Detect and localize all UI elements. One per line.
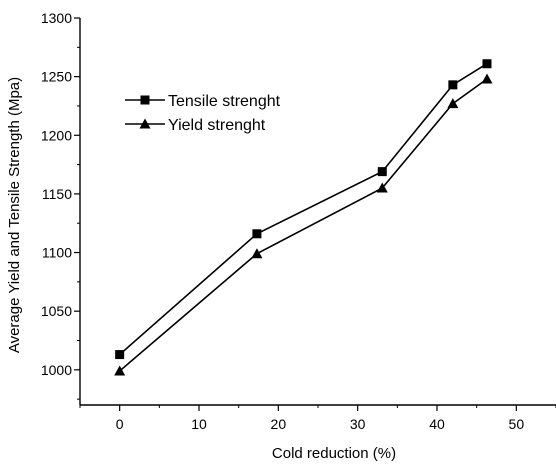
legend: Tensile strenght Yield strenght [125,93,281,134]
legend-entry-yield: Yield strenght [125,117,266,134]
data-point-triangle [447,98,459,109]
y-tick-label: 1100 [42,245,72,261]
y-tick-label: 1050 [41,303,72,319]
legend-entry-tensile: Tensile strenght [125,93,281,110]
x-ticks: 0 10 20 30 40 50 [79,405,556,432]
y-tick-label: 1300 [41,10,72,26]
legend-label-tensile: Tensile strenght [168,93,281,110]
data-point-triangle [114,365,126,376]
data-point-square [115,350,125,360]
data-point-square [377,167,387,177]
data-point-triangle [376,182,388,193]
x-tick-label: 50 [509,416,525,432]
x-axis-title: Cold reduction (%) [272,445,396,462]
y-ticks: 1000 1050 1100 1150 1200 1250 1300 [41,10,80,400]
legend-marker-triangle [139,118,151,129]
data-point-triangle [481,73,493,84]
axes: 1000 1050 1100 1150 1200 1250 1300 0 10 20 30 40 50 [41,10,556,432]
x-tick-label: 30 [350,416,366,432]
y-axis-title: Average Yield and Tensile Strength (Mpa) [6,77,23,353]
legend-label-yield: Yield strenght [168,117,266,134]
y-tick-label: 1000 [41,362,72,378]
data-point-square [252,229,262,239]
y-tick-label: 1250 [41,69,72,85]
x-tick-label: 10 [191,416,207,432]
y-tick-label: 1150 [42,186,72,202]
legend-marker-square [140,95,150,105]
x-tick-label: 40 [429,416,445,432]
data-point-square [448,80,458,90]
data-point-triangle [251,248,263,259]
x-tick-label: 0 [116,416,124,432]
plot-area [114,59,493,376]
y-tick-label: 1200 [41,127,72,143]
x-tick-label: 20 [271,416,287,432]
data-point-square [482,59,492,69]
